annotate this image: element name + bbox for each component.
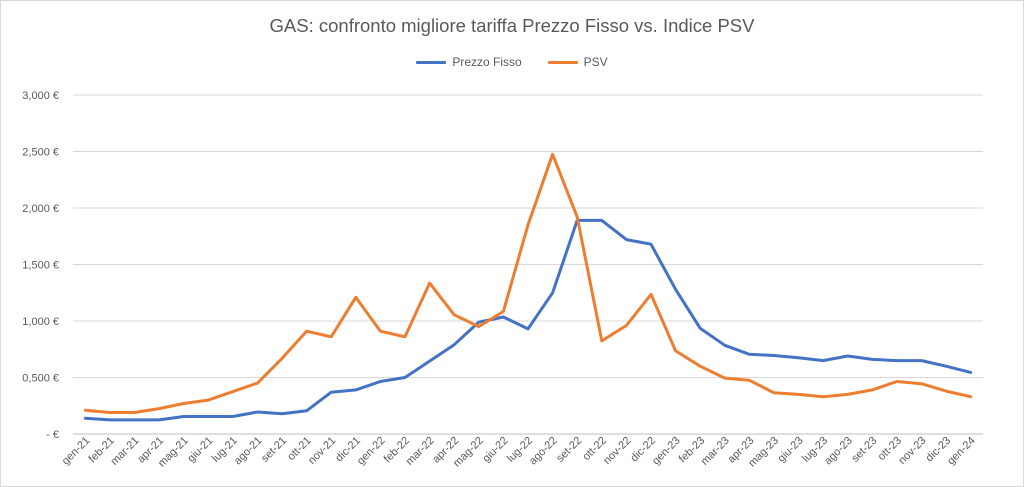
x-tick-label: gen-22 bbox=[355, 435, 388, 468]
x-tick-label: ago-22 bbox=[527, 435, 560, 468]
x-tick-label: giu-22 bbox=[480, 435, 510, 465]
legend-swatch-psv bbox=[547, 60, 578, 64]
x-tick-label: nov-23 bbox=[896, 435, 928, 467]
x-tick-label: giu-23 bbox=[776, 435, 806, 465]
x-tick-label: set-23 bbox=[849, 435, 879, 465]
x-tick-label: giu-21 bbox=[185, 435, 215, 465]
chart-legend: Prezzo Fisso PSV bbox=[1, 55, 1023, 69]
y-tick-label: 3,000 € bbox=[22, 90, 59, 102]
x-tick-label: nov-22 bbox=[601, 435, 633, 467]
legend-swatch-prezzo-fisso bbox=[416, 60, 447, 64]
x-tick-label: ago-21 bbox=[232, 435, 265, 468]
legend-label-psv: PSV bbox=[583, 55, 608, 69]
y-tick-label: 2,000 € bbox=[22, 203, 59, 215]
y-tick-label: - € bbox=[46, 429, 59, 441]
x-tick-label: gen-21 bbox=[60, 435, 93, 468]
x-tick-label: gen-24 bbox=[945, 435, 978, 468]
legend-item-psv: PSV bbox=[547, 55, 608, 69]
chart-title: GAS: confronto migliore tariffa Prezzo F… bbox=[269, 15, 755, 36]
x-tick-label: set-21 bbox=[259, 435, 289, 465]
x-tick-label: set-22 bbox=[554, 435, 584, 465]
y-tick-label: 1,500 € bbox=[22, 260, 59, 272]
y-tick-label: 1,000 € bbox=[22, 316, 59, 328]
x-tick-label: gen-23 bbox=[650, 435, 683, 468]
series-line-prezzo-fisso bbox=[83, 218, 973, 422]
y-tick-label: 2,500 € bbox=[22, 147, 59, 159]
x-tick-label: nov-21 bbox=[306, 435, 338, 467]
y-tick-label: 0,500 € bbox=[22, 373, 59, 385]
legend-label-prezzo-fisso: Prezzo Fisso bbox=[452, 55, 522, 69]
x-tick-label: ago-23 bbox=[822, 435, 855, 468]
series-line-psv bbox=[83, 152, 973, 414]
legend-item-prezzo-fisso: Prezzo Fisso bbox=[416, 55, 522, 69]
